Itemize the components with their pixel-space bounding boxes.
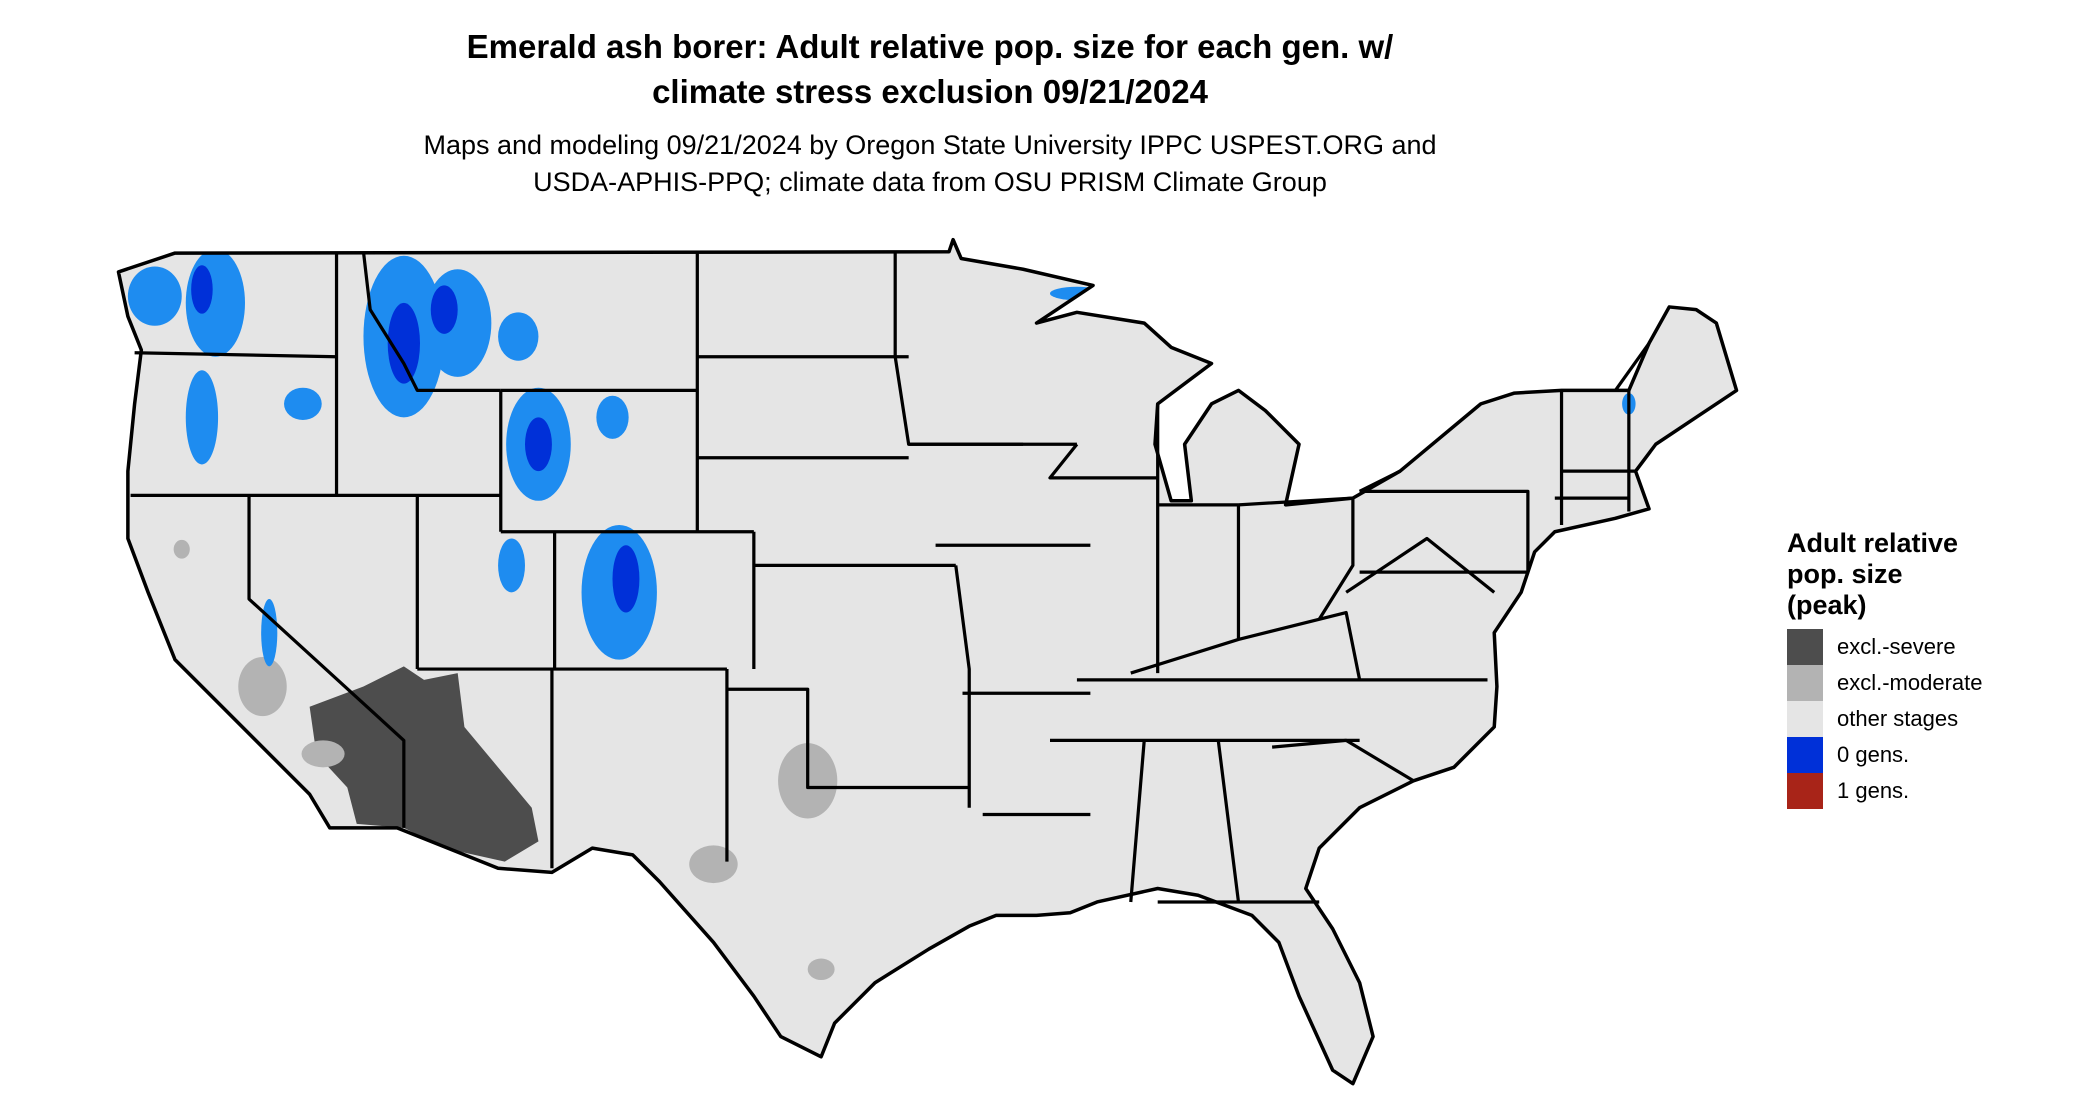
- legend-title: Adult relative pop. size (peak): [1787, 528, 1983, 621]
- legend: Adult relative pop. size (peak) excl.-se…: [1787, 528, 1983, 809]
- legend-swatch: [1787, 701, 1823, 737]
- state-boundary: [1130, 610, 1362, 681]
- legend-swatch: [1787, 665, 1823, 701]
- us-border: [116, 237, 1739, 1086]
- legend-label: 0 gens.: [1837, 742, 1910, 767]
- map-subtitle: Maps and modeling 09/21/2024 by Oregon S…: [0, 127, 1860, 201]
- map-title: Emerald ash borer: Adult relative pop. s…: [0, 24, 1860, 114]
- legend-item: other stages: [1787, 701, 1983, 737]
- state-boundary: [134, 351, 337, 359]
- legend-title-line: Adult relative: [1787, 528, 1959, 558]
- state-boundary: [954, 565, 971, 808]
- state-boundary: [1048, 443, 1158, 480]
- legend-item: 0 gens.: [1787, 737, 1983, 773]
- legend-item: excl.-severe: [1787, 629, 1983, 665]
- legend-swatch: [1787, 773, 1823, 809]
- legend-swatch: [1787, 737, 1823, 773]
- region-zero-gens-core: [191, 265, 640, 613]
- state-boundary: [726, 687, 970, 790]
- subtitle-line-2: USDA-APHIS-PPQ; climate data from OSU PR…: [533, 167, 1327, 197]
- state-boundary: [1238, 496, 1355, 621]
- state-boundary: [1129, 740, 1146, 903]
- legend-label: 1 gens.: [1837, 778, 1910, 803]
- state-boundary: [1216, 740, 1241, 903]
- us-outline: [118, 239, 1737, 1084]
- state-boundary: [1271, 738, 1415, 783]
- state-boundary: [1614, 342, 1651, 392]
- map-raster: [127, 249, 1636, 981]
- legend-label: excl.-moderate: [1837, 670, 1983, 695]
- legend-title-line: pop. size: [1787, 559, 1903, 589]
- legend-label: other stages: [1837, 706, 1959, 731]
- title-line-1: Emerald ash borer: Adult relative pop. s…: [466, 28, 1394, 65]
- legend-item: 1 gens.: [1787, 773, 1983, 809]
- state-boundary: [1345, 536, 1496, 594]
- legend-swatch: [1787, 629, 1823, 665]
- state-boundary: [361, 251, 501, 393]
- subtitle-line-1: Maps and modeling 09/21/2024 by Oregon S…: [423, 130, 1437, 160]
- state-boundary: [247, 495, 406, 828]
- region-excl-severe: [309, 666, 539, 862]
- legend-label: excl.-severe: [1837, 634, 1956, 659]
- state-boundary: [1359, 489, 1530, 574]
- title-line-2: climate stress exclusion 09/21/2024: [652, 73, 1208, 110]
- legend-item: excl.-moderate: [1787, 665, 1983, 701]
- legend-title-line: (peak): [1787, 590, 1867, 620]
